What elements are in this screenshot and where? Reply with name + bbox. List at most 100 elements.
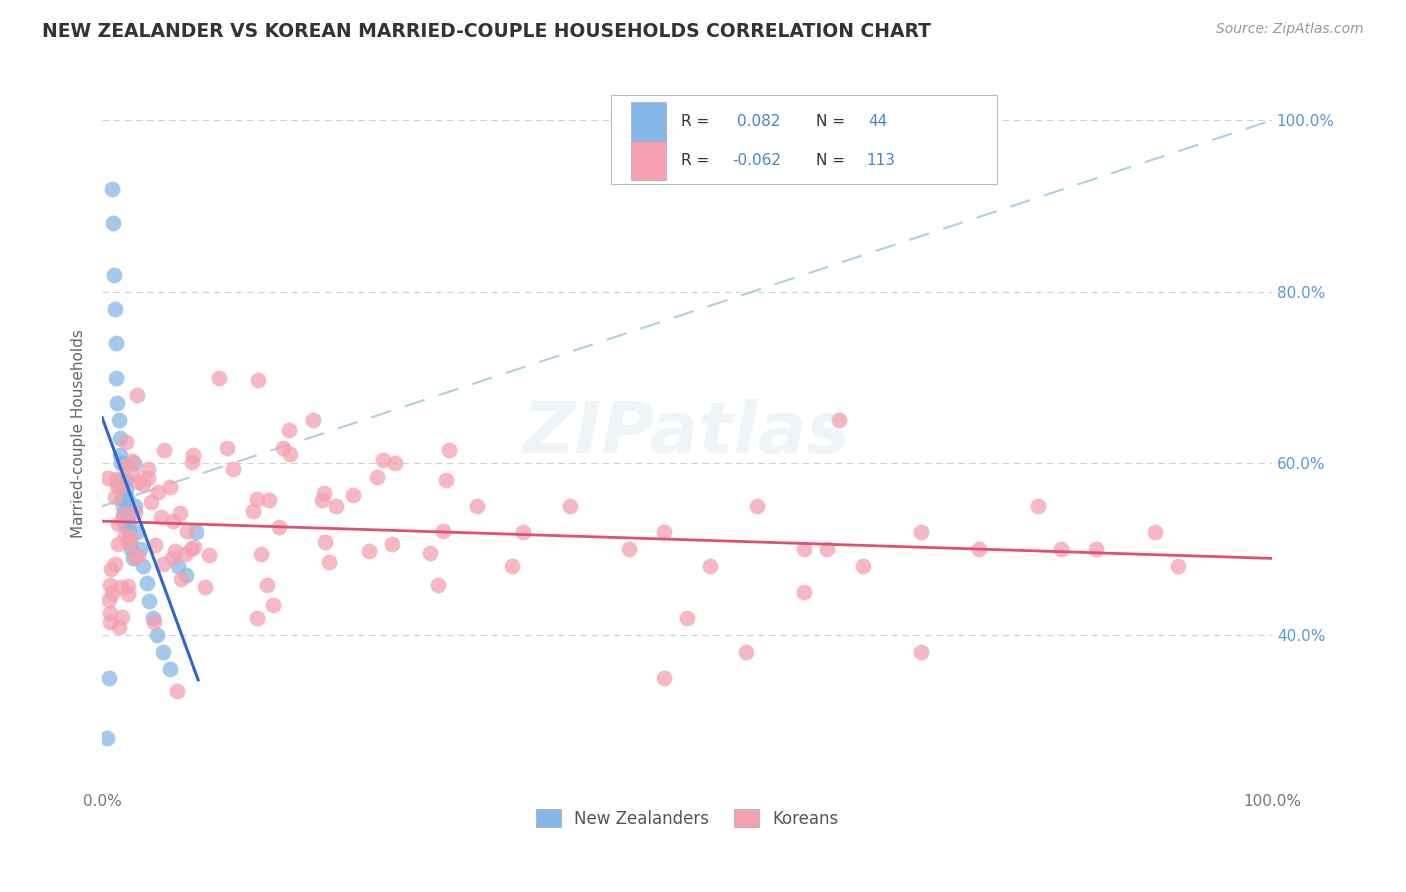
- Point: [136, 471, 159, 485]
- Point: [121, 550, 143, 565]
- Point: [222, 462, 245, 476]
- Text: N =: N =: [815, 114, 849, 129]
- Point: [247, 372, 270, 386]
- Point: [249, 547, 271, 561]
- Point: [215, 441, 238, 455]
- Point: [141, 610, 163, 624]
- Text: ZIPatlas: ZIPatlas: [523, 399, 851, 467]
- Text: N =: N =: [815, 153, 849, 168]
- Text: Source: ZipAtlas.com: Source: ZipAtlas.com: [1216, 22, 1364, 37]
- Point: [124, 549, 146, 564]
- Text: R =: R =: [682, 153, 714, 168]
- Point: [183, 541, 205, 555]
- Point: [357, 544, 380, 558]
- Point: [169, 506, 191, 520]
- Point: [114, 516, 136, 531]
- Point: [107, 537, 129, 551]
- Point: [815, 542, 838, 557]
- Point: [103, 268, 125, 282]
- Point: [104, 558, 127, 572]
- Point: [101, 216, 124, 230]
- Point: [108, 620, 131, 634]
- Point: [107, 413, 129, 427]
- Point: [208, 370, 231, 384]
- Point: [120, 533, 142, 548]
- Point: [676, 610, 699, 624]
- Point: [366, 469, 388, 483]
- Point: [1050, 542, 1073, 557]
- Point: [1085, 542, 1108, 557]
- Point: [418, 546, 440, 560]
- Point: [120, 542, 142, 557]
- Point: [127, 475, 149, 489]
- Point: [432, 524, 454, 539]
- Point: [132, 559, 155, 574]
- Point: [105, 478, 128, 492]
- Point: [652, 671, 675, 685]
- Point: [851, 559, 873, 574]
- Point: [314, 534, 336, 549]
- Point: [311, 493, 333, 508]
- Point: [124, 500, 146, 514]
- Point: [747, 500, 769, 514]
- Point: [114, 482, 136, 496]
- Point: [118, 524, 141, 539]
- Text: R =: R =: [682, 114, 714, 129]
- Point: [198, 548, 221, 562]
- Point: [128, 542, 150, 557]
- Point: [699, 559, 721, 574]
- Point: [136, 462, 159, 476]
- Point: [1026, 500, 1049, 514]
- Point: [104, 490, 127, 504]
- Point: [97, 592, 120, 607]
- Point: [246, 611, 269, 625]
- Point: [105, 472, 128, 486]
- Point: [114, 435, 136, 450]
- Text: 0.082: 0.082: [737, 114, 780, 129]
- Point: [558, 500, 581, 514]
- Point: [246, 491, 269, 506]
- Point: [105, 336, 128, 351]
- Point: [114, 458, 136, 473]
- Point: [159, 662, 181, 676]
- Point: [122, 467, 145, 481]
- Point: [278, 423, 301, 437]
- Point: [135, 576, 157, 591]
- Text: -0.062: -0.062: [733, 153, 782, 168]
- Point: [96, 731, 118, 745]
- Point: [512, 524, 534, 539]
- Point: [98, 615, 121, 630]
- Point: [120, 529, 142, 543]
- Point: [969, 542, 991, 557]
- Point: [793, 542, 815, 557]
- Point: [117, 579, 139, 593]
- Point: [98, 671, 121, 685]
- Point: [105, 370, 128, 384]
- Point: [127, 524, 149, 539]
- Point: [124, 505, 146, 519]
- Point: [143, 538, 166, 552]
- Point: [439, 443, 461, 458]
- Point: [271, 442, 294, 456]
- Point: [167, 559, 190, 574]
- Point: [110, 580, 132, 594]
- Point: [111, 610, 134, 624]
- Point: [384, 456, 406, 470]
- FancyBboxPatch shape: [631, 141, 666, 180]
- Point: [828, 413, 851, 427]
- Point: [112, 508, 135, 522]
- Point: [1167, 559, 1189, 574]
- Point: [373, 453, 395, 467]
- Point: [138, 593, 160, 607]
- Point: [617, 542, 640, 557]
- Point: [127, 549, 149, 563]
- Point: [257, 492, 280, 507]
- Point: [180, 542, 202, 557]
- Point: [301, 413, 323, 427]
- Point: [97, 471, 120, 485]
- Point: [465, 500, 488, 514]
- Point: [132, 477, 155, 491]
- Point: [150, 509, 173, 524]
- Point: [108, 431, 131, 445]
- Point: [174, 547, 197, 561]
